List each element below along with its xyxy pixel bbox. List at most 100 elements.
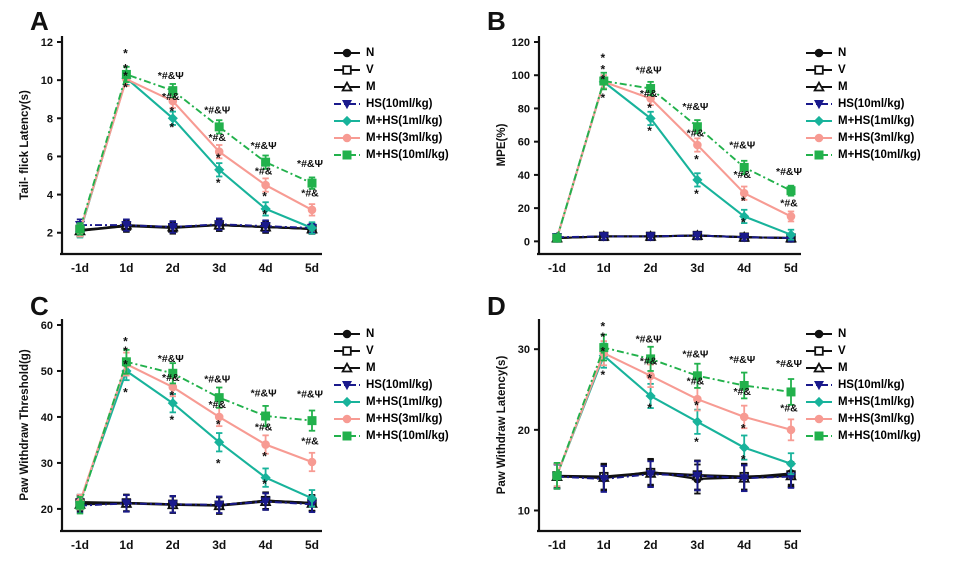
legend-marker-open-triangle-black xyxy=(332,80,362,94)
legend-item-hs-10ml-kg-[interactable]: HS(10ml/kg) xyxy=(332,95,449,112)
legend-item-n[interactable]: N xyxy=(804,325,921,342)
series-m-hs-3ml-kg- xyxy=(552,340,796,488)
significance-annotation: *#&Ψ xyxy=(204,373,230,385)
legend-item-m-hs-1ml-kg-[interactable]: M+HS(1ml/kg) xyxy=(804,393,921,410)
significance-annotation: * xyxy=(741,194,746,208)
y-tick-label: 60 xyxy=(41,320,53,332)
significance-annotation: * xyxy=(600,51,605,65)
legend-item-m-hs-10ml-kg-[interactable]: M+HS(10ml/kg) xyxy=(332,146,449,163)
legend-b: N V M HS(10ml/kg) M+HS(1ml/kg) M+HS(3ml/kg) M+… xyxy=(804,44,921,163)
legend-item-label: M+HS(10ml/kg) xyxy=(366,429,449,442)
y-tick-label: 12 xyxy=(41,37,53,49)
legend-item-m-hs-10ml-kg-[interactable]: M+HS(10ml/kg) xyxy=(332,427,449,444)
legend-marker-filled-down-triangle-navy xyxy=(804,378,834,392)
significance-annotation: * xyxy=(647,124,652,138)
x-tick-label: 1d xyxy=(119,538,133,552)
legend-item-m-hs-3ml-kg-[interactable]: M+HS(3ml/kg) xyxy=(332,410,449,427)
legend-item-label: M+HS(3ml/kg) xyxy=(838,412,915,425)
significance-annotation: * xyxy=(123,385,128,399)
plot-area-c: 20 30 40 50 60 -1d 1d 2d 3d 4d 5d Paw Withdraw Thre… xyxy=(0,285,340,569)
panel-b: B 0 20 40 60 80 100 120 -1d 1d 2d 3d 4d 5d MPE(%) * * * *… xyxy=(479,0,958,285)
legend-item-m-hs-10ml-kg-[interactable]: M+HS(10ml/kg) xyxy=(804,427,921,444)
x-tick-label: 2d xyxy=(166,538,180,552)
significance-annotation: * xyxy=(216,176,221,190)
series-m-hs-3ml-kg- xyxy=(75,71,317,238)
legend-item-label: V xyxy=(838,63,846,76)
significance-annotation: *#& xyxy=(640,356,658,368)
panel-a: A 2 4 6 8 10 12 -1d 1d 2d 3d 4d 5d Tail- flick Laten… xyxy=(0,0,479,285)
significance-annotation: * xyxy=(600,63,605,77)
series-m-hs-1ml-kg- xyxy=(551,74,797,244)
significance-annotation: * xyxy=(600,91,605,105)
significance-annotation: * xyxy=(169,388,174,402)
legend-item-label: M+HS(1ml/kg) xyxy=(366,395,443,408)
significance-annotation: * xyxy=(694,187,699,201)
legend-marker-filled-diamond-teal xyxy=(332,114,362,128)
significance-annotation: * xyxy=(169,413,174,427)
legend-item-label: M xyxy=(366,361,376,374)
y-tick-label: 50 xyxy=(41,366,53,378)
legend-item-v[interactable]: V xyxy=(332,61,449,78)
legend-item-m-hs-3ml-kg-[interactable]: M+HS(3ml/kg) xyxy=(804,410,921,427)
legend-item-label: M+HS(10ml/kg) xyxy=(366,148,449,161)
panel-c: C 20 30 40 50 60 -1d 1d 2d 3d 4d 5d Paw Withdraw Th… xyxy=(0,285,479,569)
legend-item-hs-10ml-kg-[interactable]: HS(10ml/kg) xyxy=(804,376,921,393)
significance-annotation: *#& xyxy=(162,372,180,384)
legend-marker-filled-circle-salmon xyxy=(332,131,362,145)
series-m-hs-3ml-kg- xyxy=(552,74,796,243)
legend-marker-filled-circle-black xyxy=(804,327,834,341)
series-m-hs-10ml-kg- xyxy=(552,71,796,243)
x-tick-label: 2d xyxy=(644,261,658,275)
significance-annotation: * xyxy=(694,399,699,413)
significance-annotation: * xyxy=(600,73,605,87)
significance-annotation: *#& xyxy=(255,422,273,434)
legend-item-m-hs-1ml-kg-[interactable]: M+HS(1ml/kg) xyxy=(804,112,921,129)
x-tick-label: 3d xyxy=(212,538,226,552)
legend-item-m-hs-10ml-kg-[interactable]: M+HS(10ml/kg) xyxy=(804,146,921,163)
x-tick-label: 4d xyxy=(737,538,751,552)
y-axis-title: Tail- flick Latency(s) xyxy=(19,90,31,200)
legend-item-m-hs-1ml-kg-[interactable]: M+HS(1ml/kg) xyxy=(332,393,449,410)
legend-item-label: M+HS(10ml/kg) xyxy=(838,148,921,161)
legend-item-n[interactable]: N xyxy=(332,44,449,61)
y-tick-label: 30 xyxy=(518,344,530,356)
x-tick-label: 2d xyxy=(166,261,180,275)
legend-item-m-hs-3ml-kg-[interactable]: M+HS(3ml/kg) xyxy=(332,129,449,146)
legend-item-m[interactable]: M xyxy=(804,78,921,95)
significance-annotation: *#& xyxy=(780,402,798,414)
legend-item-v[interactable]: V xyxy=(332,342,449,359)
significance-annotation: * xyxy=(600,345,605,359)
significance-annotation: *#&Ψ xyxy=(158,353,184,365)
legend-marker-filled-down-triangle-navy xyxy=(332,378,362,392)
legend-item-v[interactable]: V xyxy=(804,342,921,359)
legend-item-label: HS(10ml/kg) xyxy=(838,378,905,391)
panel-letter-b: B xyxy=(487,6,506,36)
legend-item-m-hs-1ml-kg-[interactable]: M+HS(1ml/kg) xyxy=(332,112,449,129)
legend-item-label: V xyxy=(366,344,374,357)
legend-marker-open-square-black xyxy=(332,63,362,77)
y-tick-label: 30 xyxy=(41,458,53,470)
legend-item-m[interactable]: M xyxy=(804,359,921,376)
series-m-hs-10ml-kg- xyxy=(552,333,796,490)
significance-annotation: * xyxy=(600,330,605,344)
x-tick-label: 4d xyxy=(737,261,751,275)
legend-item-hs-10ml-kg-[interactable]: HS(10ml/kg) xyxy=(332,376,449,393)
legend-item-hs-10ml-kg-[interactable]: HS(10ml/kg) xyxy=(804,95,921,112)
significance-annotation: *#&Ψ xyxy=(297,389,323,401)
legend-item-v[interactable]: V xyxy=(804,61,921,78)
significance-annotation: * xyxy=(216,417,221,431)
y-tick-label: 6 xyxy=(47,151,53,163)
y-tick-label: 0 xyxy=(524,236,530,248)
legend-marker-filled-diamond-teal xyxy=(804,114,834,128)
legend-item-n[interactable]: N xyxy=(332,325,449,342)
y-tick-label: 20 xyxy=(41,504,53,516)
legend-item-m[interactable]: M xyxy=(332,78,449,95)
significance-annotation: * xyxy=(169,121,174,135)
y-tick-label: 20 xyxy=(518,425,530,437)
legend-item-n[interactable]: N xyxy=(804,44,921,61)
legend-marker-filled-down-triangle-navy xyxy=(332,97,362,111)
legend-item-m-hs-3ml-kg-[interactable]: M+HS(3ml/kg) xyxy=(804,129,921,146)
legend-item-m[interactable]: M xyxy=(332,359,449,376)
x-tick-label: -1d xyxy=(548,538,566,552)
